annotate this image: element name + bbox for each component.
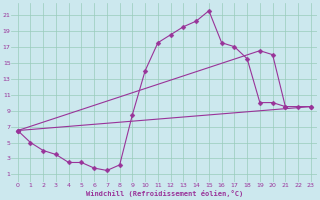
X-axis label: Windchill (Refroidissement éolien,°C): Windchill (Refroidissement éolien,°C) [86,190,243,197]
